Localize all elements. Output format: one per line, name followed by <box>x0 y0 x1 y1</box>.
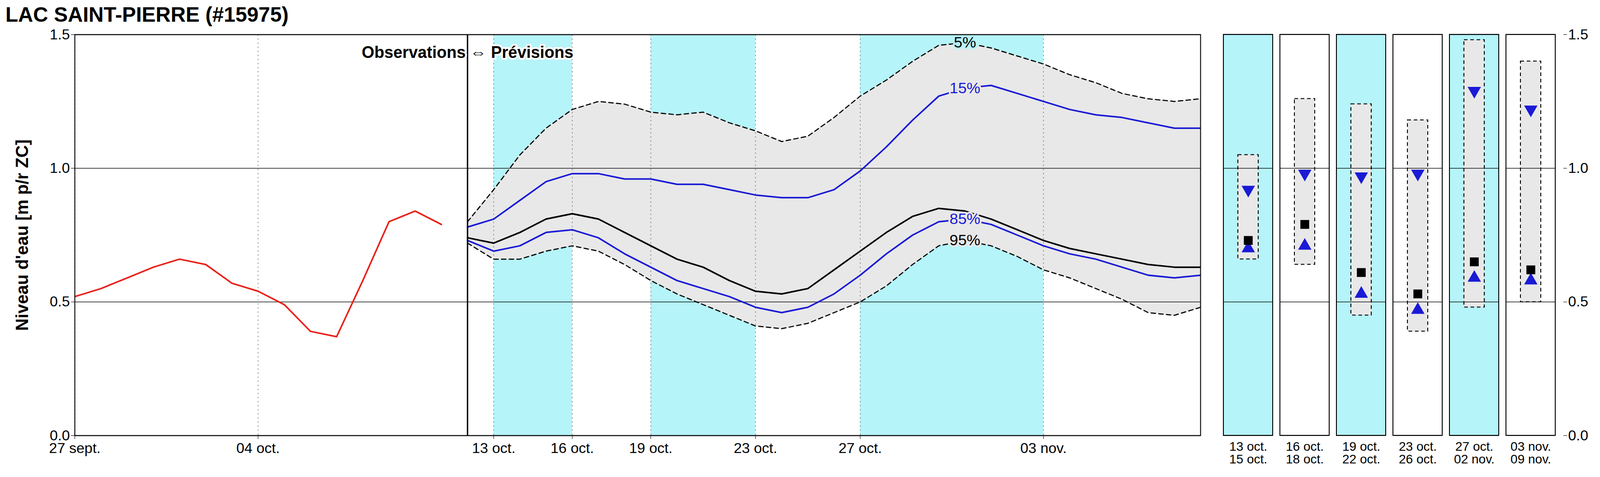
svg-text:1.5: 1.5 <box>1568 26 1589 43</box>
svg-text:0.0: 0.0 <box>1568 426 1589 444</box>
svg-text:27 oct.02 nov.: 27 oct.02 nov. <box>1453 438 1495 466</box>
svg-text:03 nov.09 nov.: 03 nov.09 nov. <box>1510 438 1552 466</box>
html-text:LAC SAINT-PIERRE (#15975): LAC SAINT-PIERRE (#15975) <box>5 2 289 27</box>
svg-text:04 oct.: 04 oct. <box>236 439 280 456</box>
svg-text:16 oct.: 16 oct. <box>550 439 595 456</box>
svg-text:13 oct.15 oct.: 13 oct.15 oct. <box>1229 438 1268 466</box>
svg-text:1.5: 1.5 <box>49 26 70 43</box>
svg-text:03 nov.: 03 nov. <box>1020 439 1067 456</box>
svg-text:1.0: 1.0 <box>1568 159 1589 176</box>
svg-text:27 sept.: 27 sept. <box>49 439 101 456</box>
svg-text:23 oct.: 23 oct. <box>733 439 778 456</box>
svg-text:19 oct.22 oct.: 19 oct.22 oct. <box>1342 438 1381 466</box>
svg-text:0.5: 0.5 <box>1568 292 1589 310</box>
svg-text:13 oct.: 13 oct. <box>471 439 516 456</box>
svg-text:95%: 95% <box>949 231 981 249</box>
svg-text:0.5: 0.5 <box>49 292 70 310</box>
svg-text:19 oct.: 19 oct. <box>628 439 673 456</box>
svg-text:23 oct.26 oct.: 23 oct.26 oct. <box>1398 438 1437 466</box>
svg-text:Observations ⇔ Prévisions: Observations ⇔ Prévisions <box>361 42 574 62</box>
svg-text:1.0: 1.0 <box>49 159 70 176</box>
svg-text:85%: 85% <box>949 209 981 227</box>
svg-text:15%: 15% <box>949 79 981 97</box>
svg-text:27 oct.: 27 oct. <box>838 439 883 456</box>
svg-text:16 oct.18 oct.: 16 oct.18 oct. <box>1285 438 1324 466</box>
svg-text:Niveau d'eau [m p/r ZC]: Niveau d'eau [m p/r ZC] <box>12 139 32 331</box>
svg-text:0.0: 0.0 <box>49 426 70 443</box>
svg-text:5%: 5% <box>953 33 977 51</box>
